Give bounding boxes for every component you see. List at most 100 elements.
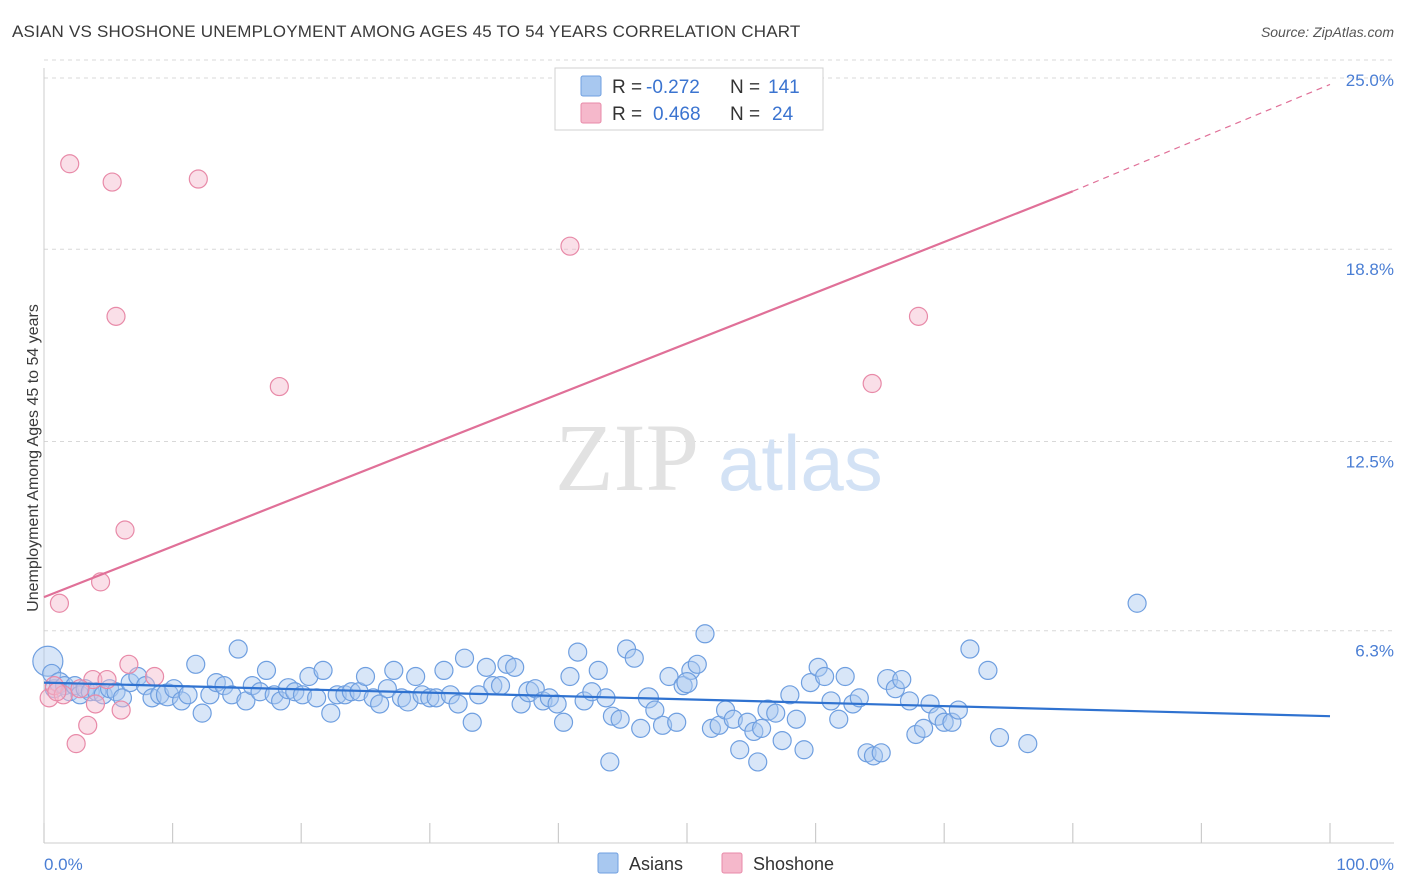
shoshone-point (862, 373, 882, 394)
asian-point (454, 648, 475, 668)
series-legend: Asians Shoshone (597, 852, 834, 874)
shoshone-point (188, 169, 208, 189)
asian-point (112, 688, 133, 708)
asian-point (829, 709, 849, 729)
shoshone-point (119, 654, 139, 674)
shoshone-point (60, 154, 80, 174)
asian-series (32, 593, 1147, 772)
asian-point (377, 679, 397, 699)
shoshone-point (49, 593, 70, 613)
asian-point (800, 673, 821, 693)
series-legend-label-asians: Asians (629, 854, 683, 874)
asian-point (835, 666, 855, 687)
asian-point (384, 660, 404, 681)
asian-point (256, 660, 277, 681)
asian-point (645, 700, 665, 720)
asian-point (321, 703, 341, 723)
shoshone-point (106, 306, 126, 326)
asian-point (863, 746, 884, 766)
shoshone-point (47, 682, 67, 702)
y-tick-label-3: 25.0% (1346, 71, 1394, 90)
legend-n-value-shoshone: 24 (772, 104, 794, 125)
asian-point (285, 682, 305, 702)
asian-point (766, 703, 786, 723)
series-legend-swatch-shoshone (721, 852, 743, 874)
asian-point (178, 685, 198, 705)
asian-point (989, 727, 1010, 748)
shoshone-point (85, 694, 106, 714)
asian-point (942, 712, 962, 732)
y-axis-title: Unemployment Among Ages 45 to 54 years (25, 304, 42, 612)
series-legend-label-shoshone: Shoshone (753, 854, 834, 874)
asian-point (744, 721, 764, 742)
asian-point (355, 666, 376, 687)
trend-line-asians (43, 681, 1331, 718)
y-tick-label-2: 18.8% (1346, 260, 1394, 279)
watermark: ZIP atlas (555, 404, 883, 511)
trend-line-shoshone-extension (1072, 83, 1331, 192)
shoshone-point (908, 306, 929, 326)
asian-point (676, 672, 698, 694)
asian-point (780, 685, 800, 705)
shoshone-point (39, 688, 59, 708)
asian-point (434, 660, 454, 681)
asian-point (960, 639, 980, 659)
legend-r-label-asians: R = (612, 77, 642, 98)
shoshone-point (560, 236, 580, 256)
asian-point (553, 712, 574, 732)
asian-point (751, 718, 772, 738)
asian-point (899, 691, 920, 711)
asian-point (786, 709, 806, 729)
asian-point (652, 715, 673, 735)
asian-point (299, 666, 319, 687)
asian-point (1018, 734, 1038, 754)
asian-point (313, 660, 333, 681)
asian-point (871, 743, 891, 763)
asian-point (271, 691, 291, 711)
asian-point (370, 694, 390, 714)
y-tick-label-0: 6.3% (1355, 642, 1394, 661)
asian-point (412, 685, 432, 705)
asian-point (568, 642, 588, 662)
asian-point (914, 718, 934, 738)
legend-r-value-asians: -0.272 (646, 77, 700, 98)
asian-point (242, 676, 262, 696)
legend-n-label-shoshone: N = (730, 104, 760, 125)
y-tick-label-1: 12.5% (1346, 453, 1394, 472)
asian-point (659, 666, 679, 687)
asian-point (186, 654, 206, 674)
asian-point (667, 712, 687, 732)
asian-point (624, 648, 644, 668)
asian-point (610, 709, 630, 729)
grid-lines (44, 59, 1394, 632)
asian-point (821, 691, 841, 711)
asian-point (730, 740, 750, 760)
shoshone-point (66, 734, 86, 754)
asian-point (164, 679, 184, 699)
asian-point (695, 624, 715, 644)
trend-line-shoshone (43, 190, 1074, 599)
asian-point (794, 740, 814, 760)
asian-point (748, 752, 768, 772)
y-tick-labels: 6.3% 12.5% 18.8% 25.0% (1346, 71, 1394, 661)
asian-point (525, 679, 545, 699)
source-credit: Source: ZipAtlas.com (1260, 24, 1394, 40)
asian-point (723, 709, 743, 729)
shoshone-point (111, 700, 131, 720)
watermark-zip: ZIP (555, 404, 699, 511)
legend-r-value-shoshone: 0.468 (653, 104, 701, 125)
asian-point (560, 666, 580, 687)
shoshone-point (102, 172, 122, 192)
asian-point (391, 688, 412, 708)
asian-point (602, 706, 623, 726)
asian-point (192, 703, 212, 723)
shoshone-point (115, 520, 135, 540)
asian-point (448, 694, 468, 714)
shoshone-point (144, 666, 165, 687)
asian-point (631, 718, 651, 738)
asian-point (222, 685, 242, 705)
shoshone-point (97, 669, 117, 690)
asian-point (701, 718, 722, 738)
shoshone-point (78, 715, 98, 735)
